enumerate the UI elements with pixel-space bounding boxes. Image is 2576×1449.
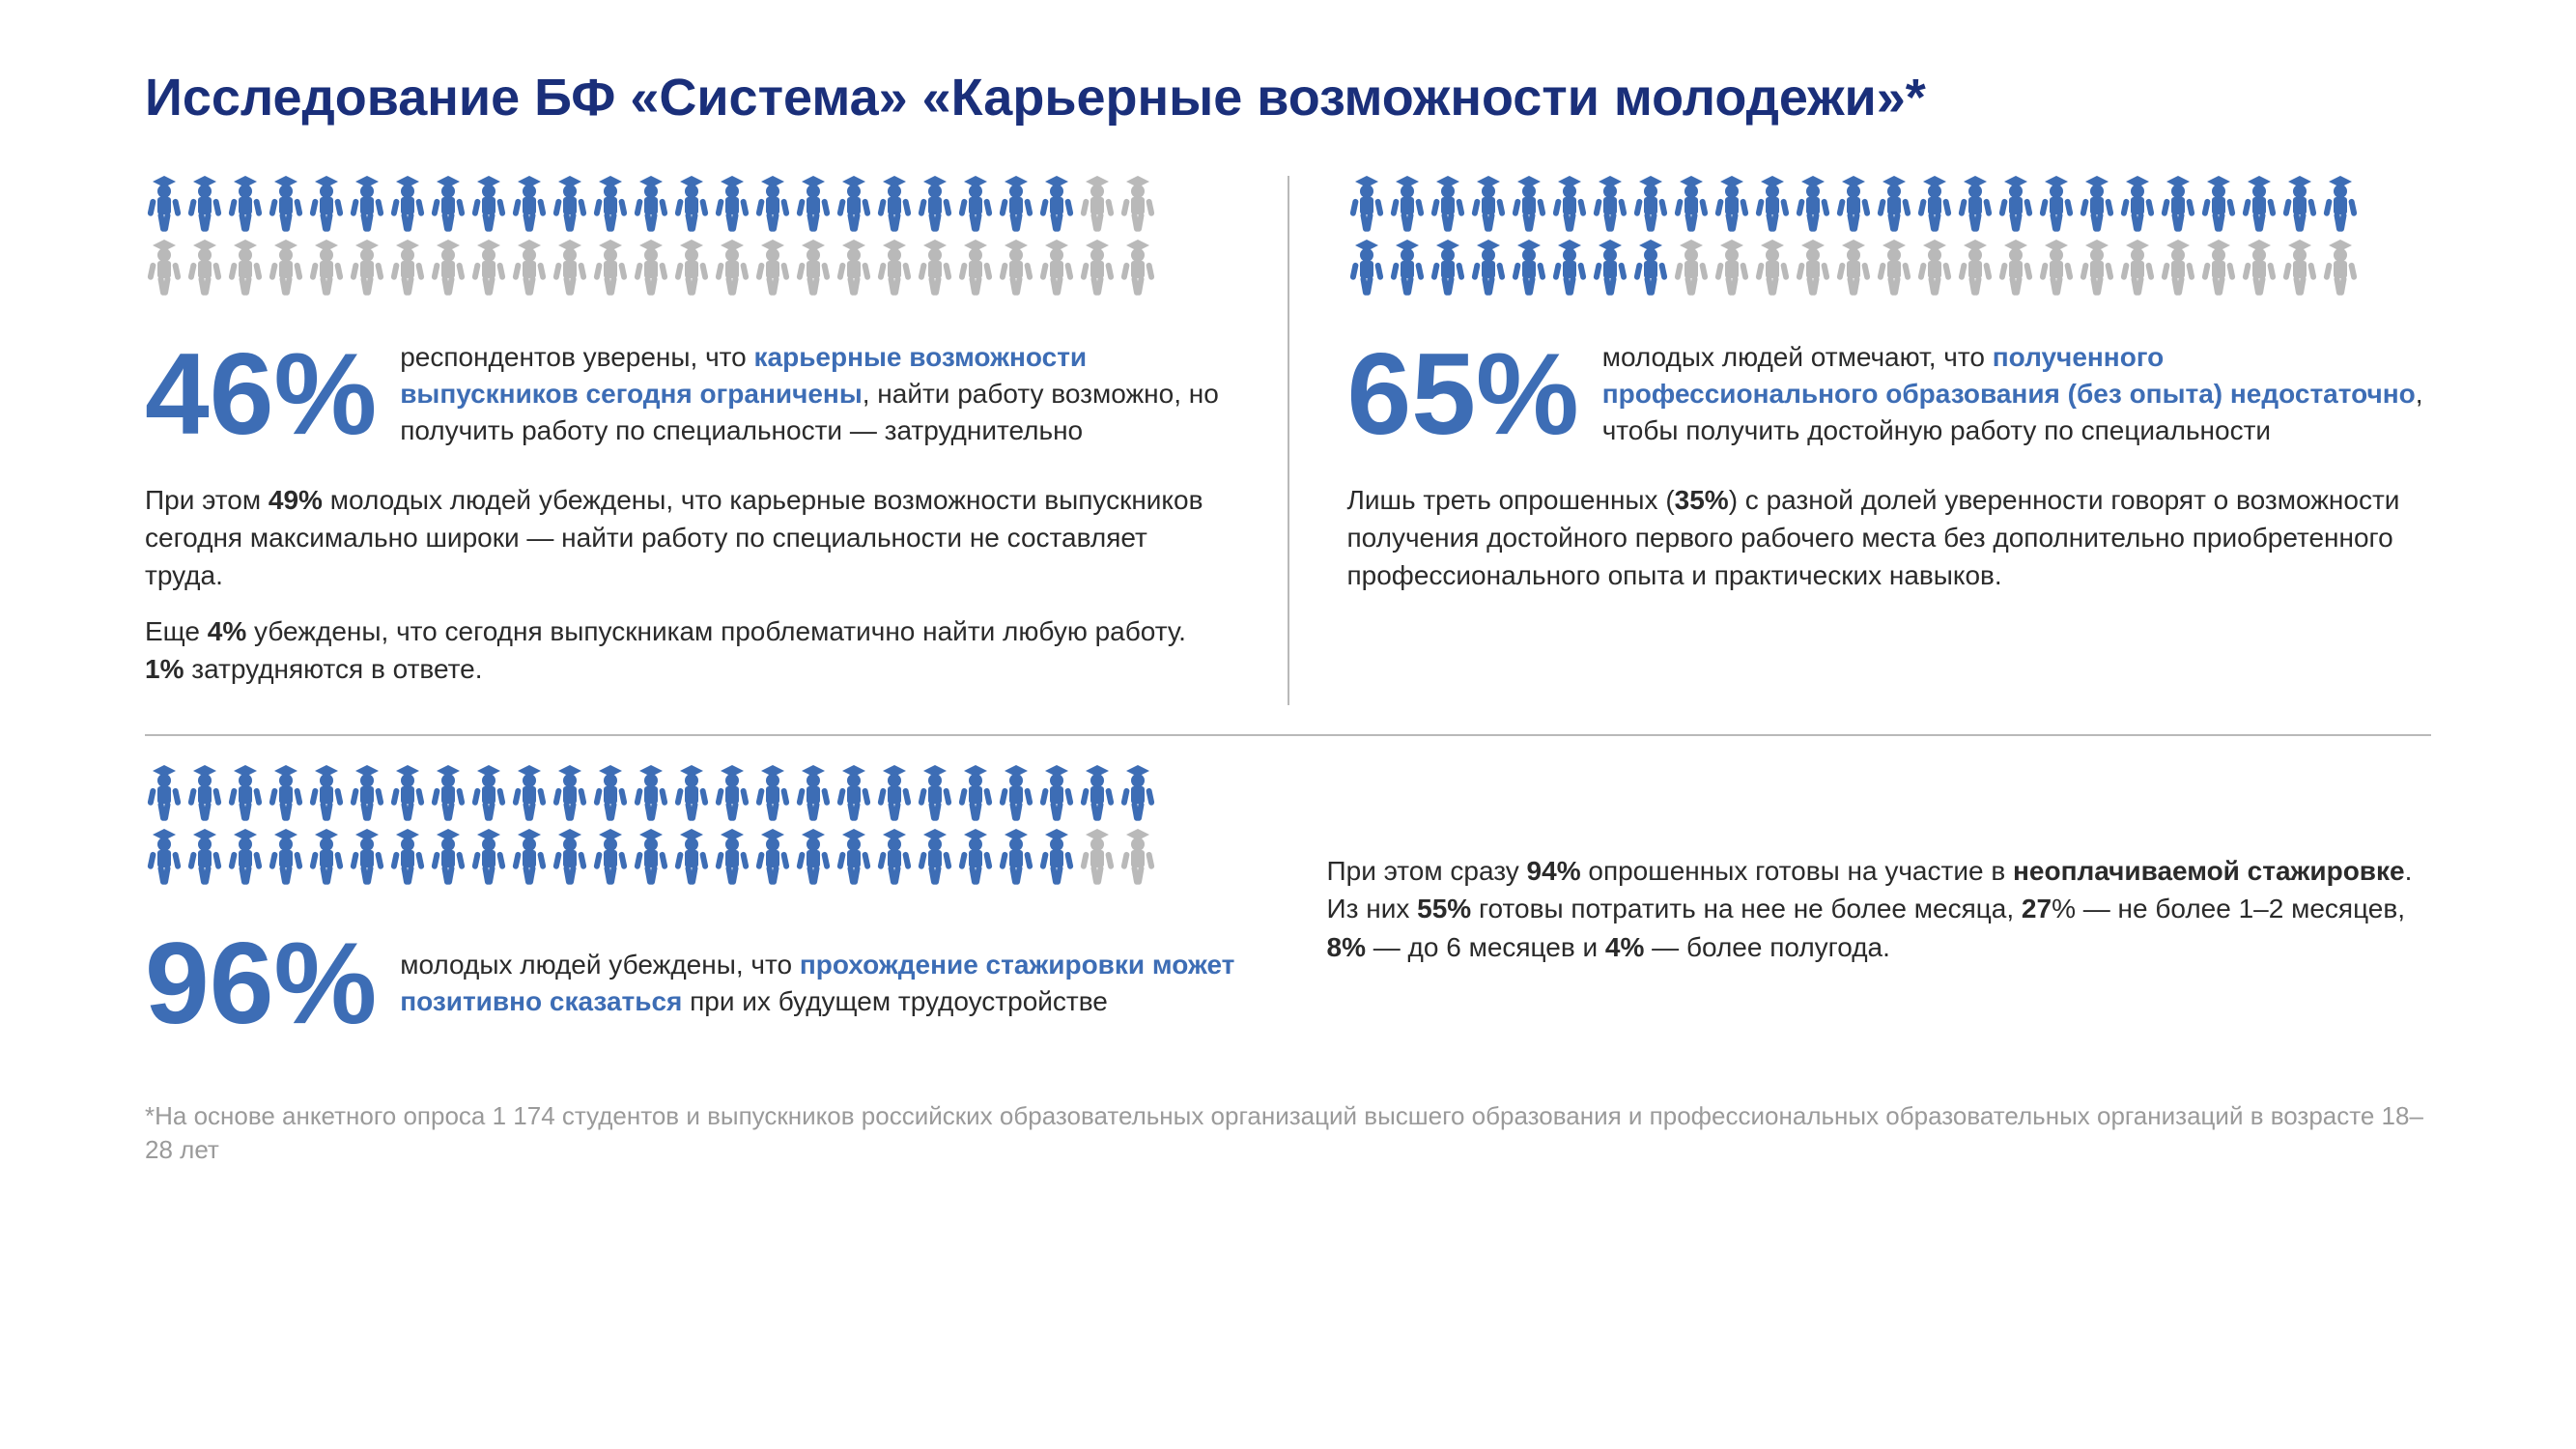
block-46: 46% респондентов уверены, что карьерные …	[145, 176, 1288, 705]
block-65: 65% молодых людей отмечают, что полученн…	[1288, 176, 2432, 705]
stat-96: 96% молодых людей убеждены, что прохожде…	[145, 925, 1250, 1041]
block1-para2: Еще 4% убеждены, что сегодня выпускникам…	[145, 612, 1230, 688]
stat-65-desc: молодых людей отмечают, что полученного …	[1602, 339, 2431, 448]
stat-65-number: 65%	[1347, 336, 1579, 452]
block2-para1: Лишь треть опрошенных (35%) с разной дол…	[1347, 481, 2432, 595]
pictogram-46	[145, 176, 1230, 298]
upper-section: 46% респондентов уверены, что карьерные …	[145, 176, 2431, 705]
divider	[145, 734, 2431, 736]
page-title: Исследование БФ «Система» «Карьерные воз…	[145, 68, 2431, 128]
block3-side-text: При этом сразу 94% опрошенных готовы на …	[1327, 852, 2432, 966]
footnote: *На основе анкетного опроса 1 174 студен…	[145, 1099, 2431, 1167]
pictogram-65	[1347, 176, 2432, 298]
stat-96-number: 96%	[145, 925, 377, 1041]
stat-46: 46% респондентов уверены, что карьерные …	[145, 336, 1230, 452]
lower-section: 96% молодых людей убеждены, что прохожде…	[145, 765, 2431, 1070]
pictogram-96	[145, 765, 1250, 887]
block-96-side: При этом сразу 94% опрошенных готовы на …	[1327, 765, 2432, 1070]
stat-96-desc: молодых людей убеждены, что прохождение …	[400, 947, 1249, 1020]
stat-46-number: 46%	[145, 336, 377, 452]
stat-65: 65% молодых людей отмечают, что полученн…	[1347, 336, 2432, 452]
block-96: 96% молодых людей убеждены, что прохожде…	[145, 765, 1250, 1070]
stat-46-desc: респондентов уверены, что карьерные возм…	[400, 339, 1229, 448]
block1-para1: При этом 49% молодых людей убеждены, что…	[145, 481, 1230, 595]
